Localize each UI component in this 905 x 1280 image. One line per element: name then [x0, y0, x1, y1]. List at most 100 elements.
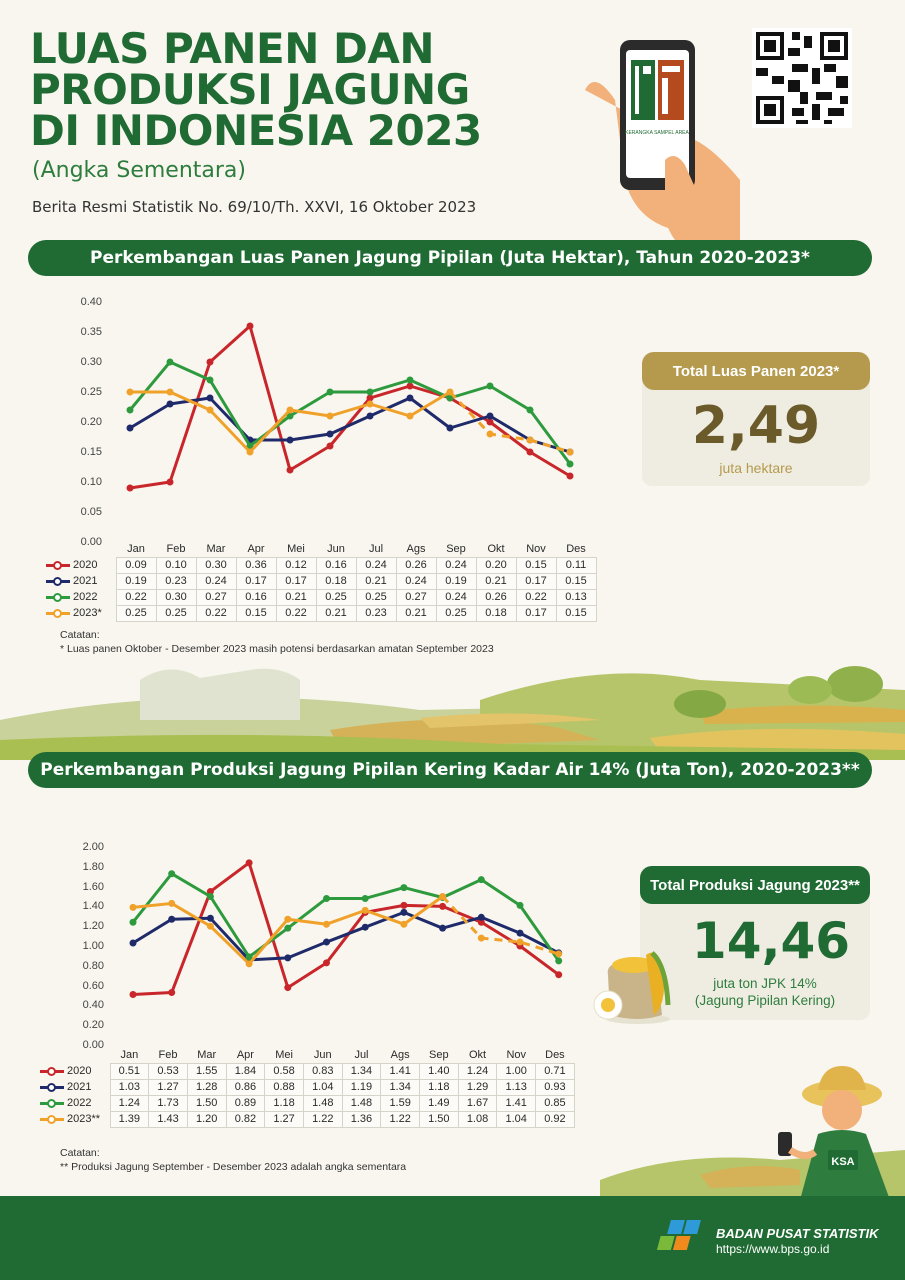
- data-label: 0.15: [555, 572, 597, 590]
- data-point: [284, 984, 292, 992]
- table-row: 2023** 1.39 1.43 1.20 0.82 1.27 1.22 1.36 1.22 1.…: [38, 1110, 575, 1128]
- y-tick-label: 1.40: [82, 900, 104, 913]
- legend-swatch: [40, 1098, 64, 1108]
- data-point: [206, 358, 214, 366]
- legend-entry: 2023*: [44, 605, 116, 621]
- data-point: [168, 989, 176, 997]
- table-row: 2020 0.09 0.10 0.30 0.36 0.12 0.16 0.24 0.26 0.24…: [44, 556, 597, 574]
- data-point: [486, 382, 494, 390]
- data-label: 0.10: [155, 556, 197, 574]
- data-label: 0.22: [275, 604, 317, 622]
- data-label: 1.84: [225, 1062, 266, 1080]
- data-label: 0.11: [555, 556, 597, 574]
- data-point: [446, 394, 454, 402]
- data-point: [286, 466, 294, 474]
- data-label: 0.24: [355, 556, 397, 574]
- data-label: 1.59: [380, 1094, 420, 1112]
- data-label: 0.25: [155, 604, 197, 622]
- data-point: [166, 388, 174, 396]
- card-title: Total Luas Panen 2023*: [642, 352, 870, 390]
- data-label: 0.25: [115, 604, 157, 622]
- x-tick-label: Sep: [446, 542, 466, 555]
- data-point: [323, 894, 330, 902]
- data-label: 0.36: [235, 556, 277, 574]
- data-point: [526, 406, 534, 414]
- data-label: 1.40: [419, 1062, 459, 1080]
- y-tick-label: 0.20: [82, 1019, 104, 1032]
- x-tick-label: Des: [545, 1048, 565, 1061]
- note-title: Catatan:: [60, 1147, 100, 1159]
- legend-label: 2023*: [73, 607, 102, 619]
- legend-swatch: [40, 1082, 64, 1092]
- y-tick-label: 2.00: [82, 841, 104, 853]
- legend-label: 2021: [73, 575, 98, 587]
- data-point: [526, 448, 534, 456]
- total-produksi-card: Total Produksi Jagung 2023** 14,46 juta …: [640, 866, 870, 1020]
- subtitle: (Angka Sementara): [32, 158, 246, 183]
- title-line: DI INDONESIA 2023: [30, 106, 482, 155]
- data-point: [126, 406, 134, 414]
- y-tick-label: 0.00: [80, 536, 102, 548]
- title-line: PRODUKSI JAGUNG: [30, 65, 470, 114]
- footer: [0, 1196, 905, 1280]
- x-tick-label: Jun: [327, 542, 345, 555]
- x-tick-label: Feb: [166, 542, 186, 555]
- data-label: 0.19: [435, 572, 477, 590]
- y-tick-label: 0.15: [80, 446, 102, 458]
- data-label: 0.24: [395, 572, 437, 590]
- card-unit: juta ton JPK 14%: [713, 976, 817, 991]
- data-point: [246, 322, 254, 330]
- legend-swatch: [46, 560, 70, 570]
- legend-entry: 2021: [38, 1079, 110, 1095]
- data-label: 0.85: [535, 1094, 575, 1112]
- data-point: [206, 406, 214, 414]
- data-point: [439, 924, 447, 932]
- data-label: 1.20: [186, 1110, 227, 1128]
- data-label: 0.17: [515, 572, 557, 590]
- table-row: 2020 0.51 0.53 1.55 1.84 0.58 0.83 1.34 1.41 1.40…: [38, 1062, 575, 1080]
- x-tick-label: Jan: [120, 1048, 139, 1061]
- bps-url[interactable]: https://www.bps.go.id: [716, 1242, 830, 1256]
- x-tick-label: Apr: [236, 1048, 254, 1061]
- section2-banner: Perkembangan Produksi Jagung Pipilan Ker…: [28, 752, 872, 788]
- brs-reference: Berita Resmi Statistik No. 69/10/Th. XXV…: [32, 198, 477, 216]
- table-row: 2021 0.19 0.23 0.24 0.17 0.17 0.18 0.21 0.24 0.19…: [44, 572, 597, 590]
- page-title: LUAS PANEN DAN PRODUKSI JAGUNG DI INDONE…: [30, 24, 550, 155]
- data-point: [326, 388, 334, 396]
- total-luas-panen-card: Total Luas Panen 2023* 2,49 juta hektare: [642, 352, 870, 486]
- data-label: 0.16: [235, 588, 277, 606]
- data-label: 1.73: [148, 1094, 188, 1112]
- data-point: [206, 376, 214, 384]
- data-label: 0.23: [155, 572, 197, 590]
- bps-logo-icon[interactable]: [652, 1216, 710, 1260]
- series-line-projection-2023: [441, 895, 560, 956]
- data-point: [400, 908, 408, 916]
- chart2-plot: [129, 859, 563, 999]
- data-point: [477, 918, 485, 926]
- phone-illustration: KERANGKA SAMPEL AREA: [565, 30, 745, 240]
- y-tick-label: 1.00: [82, 940, 104, 952]
- data-label: 0.51: [109, 1062, 150, 1080]
- legend-swatch: [46, 576, 70, 586]
- data-point: [126, 388, 134, 396]
- data-point: [477, 934, 485, 942]
- series-line-2021: [129, 396, 571, 454]
- legend-swatch: [40, 1066, 64, 1076]
- data-label: 0.12: [275, 556, 317, 574]
- qr-code[interactable]: [752, 28, 852, 128]
- x-tick-label: Okt: [468, 1048, 487, 1061]
- data-point: [245, 953, 253, 961]
- series-line-2021: [132, 910, 560, 962]
- data-label: 1.27: [264, 1110, 304, 1128]
- data-label: 1.04: [302, 1078, 343, 1096]
- data-label: 1.48: [341, 1094, 382, 1112]
- chart1-plot: [126, 322, 574, 492]
- x-tick-label: Ags: [390, 1048, 410, 1061]
- title-line: LUAS PANEN DAN: [30, 24, 435, 73]
- data-label: 0.25: [355, 588, 397, 606]
- data-label: 0.22: [515, 588, 557, 606]
- data-label: 0.17: [515, 604, 557, 622]
- data-point: [166, 400, 174, 408]
- data-label: 1.22: [380, 1110, 420, 1128]
- data-point: [516, 929, 524, 937]
